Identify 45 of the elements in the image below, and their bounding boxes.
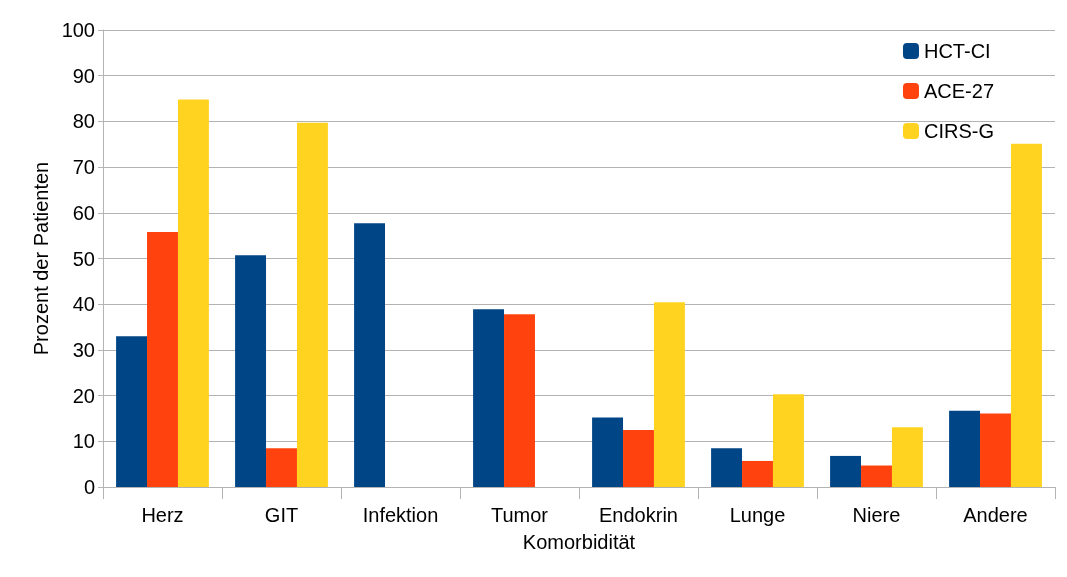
y-tick-label: 90 bbox=[72, 64, 95, 87]
y-tick-label: 0 bbox=[83, 476, 95, 498]
x-tick-label: Lunge bbox=[729, 504, 786, 526]
bar bbox=[653, 302, 685, 487]
bar bbox=[592, 417, 624, 487]
bar bbox=[296, 122, 328, 487]
bar bbox=[473, 309, 505, 487]
bar bbox=[235, 255, 267, 487]
bar bbox=[980, 413, 1011, 487]
y-tick-label: 100 bbox=[61, 19, 95, 41]
bar bbox=[177, 99, 209, 487]
legend-label: HCT-CI bbox=[923, 40, 991, 62]
x-tick-label: Andere bbox=[963, 504, 1028, 526]
legend-label: CIRS-G bbox=[923, 120, 994, 142]
legend-label: ACE-27 bbox=[923, 80, 994, 102]
bar bbox=[504, 314, 535, 487]
y-tick-label: 70 bbox=[72, 156, 95, 179]
bar bbox=[830, 455, 862, 487]
x-axis-title: Komorbidität bbox=[522, 531, 636, 553]
bar bbox=[949, 410, 981, 487]
y-tick-label: 60 bbox=[72, 201, 95, 224]
y-tick-label: 20 bbox=[72, 384, 95, 407]
x-tick-label: Tumor bbox=[490, 504, 549, 526]
bar bbox=[861, 465, 892, 487]
bar bbox=[266, 448, 297, 487]
y-tick-label: 40 bbox=[72, 293, 95, 316]
y-axis-title: Prozent der Patienten bbox=[29, 161, 52, 356]
bar bbox=[147, 231, 178, 487]
x-tick-label: Herz bbox=[141, 504, 184, 526]
bar bbox=[623, 429, 654, 487]
bar bbox=[354, 223, 386, 487]
y-tick-label: 10 bbox=[72, 430, 95, 453]
x-tick-label: Niere bbox=[852, 504, 901, 526]
y-tick-label: 50 bbox=[72, 247, 95, 270]
bar bbox=[772, 394, 804, 487]
x-tick-label: GIT bbox=[264, 504, 299, 526]
bar bbox=[891, 427, 923, 487]
y-tick-label: 80 bbox=[72, 110, 95, 133]
bar bbox=[1010, 143, 1042, 487]
x-tick-label: Endokrin bbox=[599, 504, 678, 526]
bar bbox=[116, 336, 148, 487]
bar bbox=[742, 460, 773, 487]
x-tick-label: Infektion bbox=[362, 504, 439, 526]
y-tick-label: 30 bbox=[72, 338, 95, 361]
bar bbox=[711, 448, 743, 487]
